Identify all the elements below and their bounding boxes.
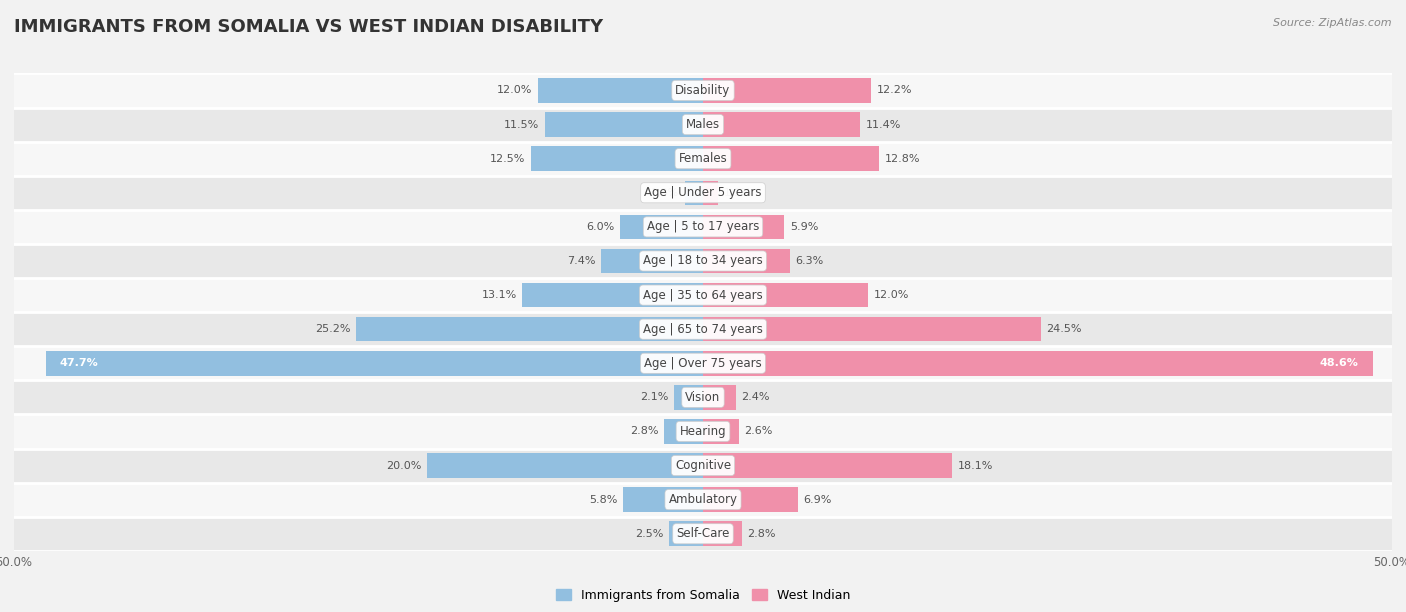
- Bar: [703, 248, 790, 273]
- Bar: [14, 73, 1392, 108]
- Text: Cognitive: Cognitive: [675, 459, 731, 472]
- Text: Self-Care: Self-Care: [676, 528, 730, 540]
- Bar: [685, 181, 703, 205]
- Text: 25.2%: 25.2%: [315, 324, 350, 334]
- Bar: [14, 278, 1392, 312]
- Bar: [14, 517, 1392, 551]
- Bar: [703, 419, 738, 444]
- Bar: [703, 181, 718, 205]
- Bar: [703, 351, 1372, 376]
- Bar: [600, 248, 703, 273]
- Bar: [537, 78, 703, 103]
- Text: Age | 5 to 17 years: Age | 5 to 17 years: [647, 220, 759, 233]
- Text: 18.1%: 18.1%: [957, 461, 993, 471]
- Bar: [14, 483, 1392, 517]
- Text: 12.5%: 12.5%: [489, 154, 526, 163]
- Bar: [14, 380, 1392, 414]
- Bar: [14, 244, 1392, 278]
- Text: 2.6%: 2.6%: [744, 427, 773, 436]
- Legend: Immigrants from Somalia, West Indian: Immigrants from Somalia, West Indian: [555, 589, 851, 602]
- Bar: [427, 453, 703, 478]
- Text: 1.3%: 1.3%: [651, 188, 679, 198]
- Bar: [669, 521, 703, 546]
- Bar: [703, 283, 869, 307]
- Text: Age | 18 to 34 years: Age | 18 to 34 years: [643, 255, 763, 267]
- Bar: [544, 113, 703, 137]
- Bar: [703, 113, 860, 137]
- Text: 48.6%: 48.6%: [1320, 358, 1358, 368]
- Text: 20.0%: 20.0%: [387, 461, 422, 471]
- Text: 5.9%: 5.9%: [790, 222, 818, 232]
- Bar: [703, 385, 737, 409]
- Bar: [523, 283, 703, 307]
- Text: Males: Males: [686, 118, 720, 131]
- Bar: [703, 146, 879, 171]
- Text: 7.4%: 7.4%: [567, 256, 596, 266]
- Bar: [623, 487, 703, 512]
- Bar: [531, 146, 703, 171]
- Text: Vision: Vision: [685, 391, 721, 404]
- Text: 6.3%: 6.3%: [796, 256, 824, 266]
- Text: 12.0%: 12.0%: [496, 86, 531, 95]
- Bar: [14, 141, 1392, 176]
- Bar: [703, 78, 872, 103]
- Text: Age | 35 to 64 years: Age | 35 to 64 years: [643, 289, 763, 302]
- Bar: [14, 176, 1392, 210]
- Text: 2.8%: 2.8%: [630, 427, 659, 436]
- Text: Age | Under 5 years: Age | Under 5 years: [644, 186, 762, 200]
- Text: 13.1%: 13.1%: [482, 290, 517, 300]
- Bar: [620, 215, 703, 239]
- Text: 2.4%: 2.4%: [741, 392, 770, 402]
- Text: 5.8%: 5.8%: [589, 494, 617, 505]
- Bar: [665, 419, 703, 444]
- Bar: [14, 210, 1392, 244]
- Bar: [14, 312, 1392, 346]
- Text: 47.7%: 47.7%: [59, 358, 98, 368]
- Bar: [703, 215, 785, 239]
- Text: Hearing: Hearing: [679, 425, 727, 438]
- Text: 12.2%: 12.2%: [876, 86, 912, 95]
- Bar: [14, 108, 1392, 141]
- Text: 24.5%: 24.5%: [1046, 324, 1081, 334]
- Text: Females: Females: [679, 152, 727, 165]
- Bar: [356, 317, 703, 341]
- Text: 2.8%: 2.8%: [747, 529, 776, 539]
- Text: 11.4%: 11.4%: [866, 119, 901, 130]
- Bar: [14, 449, 1392, 483]
- Bar: [703, 487, 799, 512]
- Text: 11.5%: 11.5%: [503, 119, 538, 130]
- Text: Disability: Disability: [675, 84, 731, 97]
- Bar: [703, 317, 1040, 341]
- Text: 2.5%: 2.5%: [634, 529, 664, 539]
- Bar: [703, 453, 952, 478]
- Text: 12.8%: 12.8%: [884, 154, 921, 163]
- Text: 12.0%: 12.0%: [875, 290, 910, 300]
- Text: 2.1%: 2.1%: [640, 392, 669, 402]
- Text: Age | 65 to 74 years: Age | 65 to 74 years: [643, 323, 763, 335]
- Bar: [703, 521, 741, 546]
- Bar: [673, 385, 703, 409]
- Text: IMMIGRANTS FROM SOMALIA VS WEST INDIAN DISABILITY: IMMIGRANTS FROM SOMALIA VS WEST INDIAN D…: [14, 18, 603, 36]
- Text: Source: ZipAtlas.com: Source: ZipAtlas.com: [1274, 18, 1392, 28]
- Bar: [14, 346, 1392, 380]
- Text: Age | Over 75 years: Age | Over 75 years: [644, 357, 762, 370]
- Text: Ambulatory: Ambulatory: [668, 493, 738, 506]
- Text: 6.0%: 6.0%: [586, 222, 614, 232]
- Text: 1.1%: 1.1%: [724, 188, 752, 198]
- Text: 6.9%: 6.9%: [804, 494, 832, 505]
- Bar: [46, 351, 703, 376]
- Bar: [14, 414, 1392, 449]
